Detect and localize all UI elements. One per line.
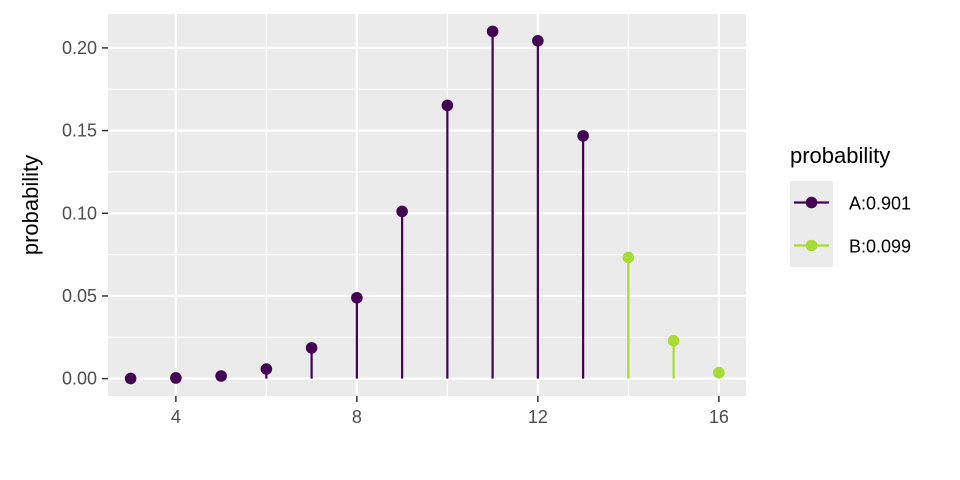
data-point [305,342,318,354]
lollipop-stems [129,31,720,379]
data-point [577,130,589,142]
data-point [351,291,363,304]
legend-key-point [805,239,818,252]
x-tick-label: 16 [709,407,729,427]
x-tick-label: 12 [528,407,548,427]
y-tick-label: 0.05 [62,286,97,306]
grid-minor [108,14,746,396]
legend-key-point [805,196,818,209]
data-point [260,363,273,375]
data-point [486,25,499,38]
data-point [170,372,182,384]
x-tick-label: 4 [171,407,181,427]
data-point [622,251,635,264]
legend: probability A:0.901 B:0.099 [790,143,911,267]
data-point [667,334,680,347]
y-tick-label: 0.20 [62,38,97,58]
x-axis: 4 8 12 16 [171,396,729,427]
legend-label: B:0.099 [849,237,911,257]
data-point [441,99,454,112]
y-tick-label: 0.15 [62,121,97,141]
data-point [713,366,725,379]
y-axis: 0.00 0.05 0.10 0.15 0.20 [62,38,108,389]
data-point [215,370,227,382]
legend-label: A:0.901 [849,194,911,214]
plot-panel [108,14,746,396]
x-tick-label: 8 [352,407,362,427]
legend-title: probability [790,143,890,168]
y-tick-label: 0.10 [62,203,97,223]
data-point [532,34,544,47]
y-tick-label: 0.00 [62,369,97,389]
data-point [124,372,137,385]
y-axis-title: probability [18,155,43,255]
lollipop-points [124,25,725,385]
data-point [396,205,408,218]
